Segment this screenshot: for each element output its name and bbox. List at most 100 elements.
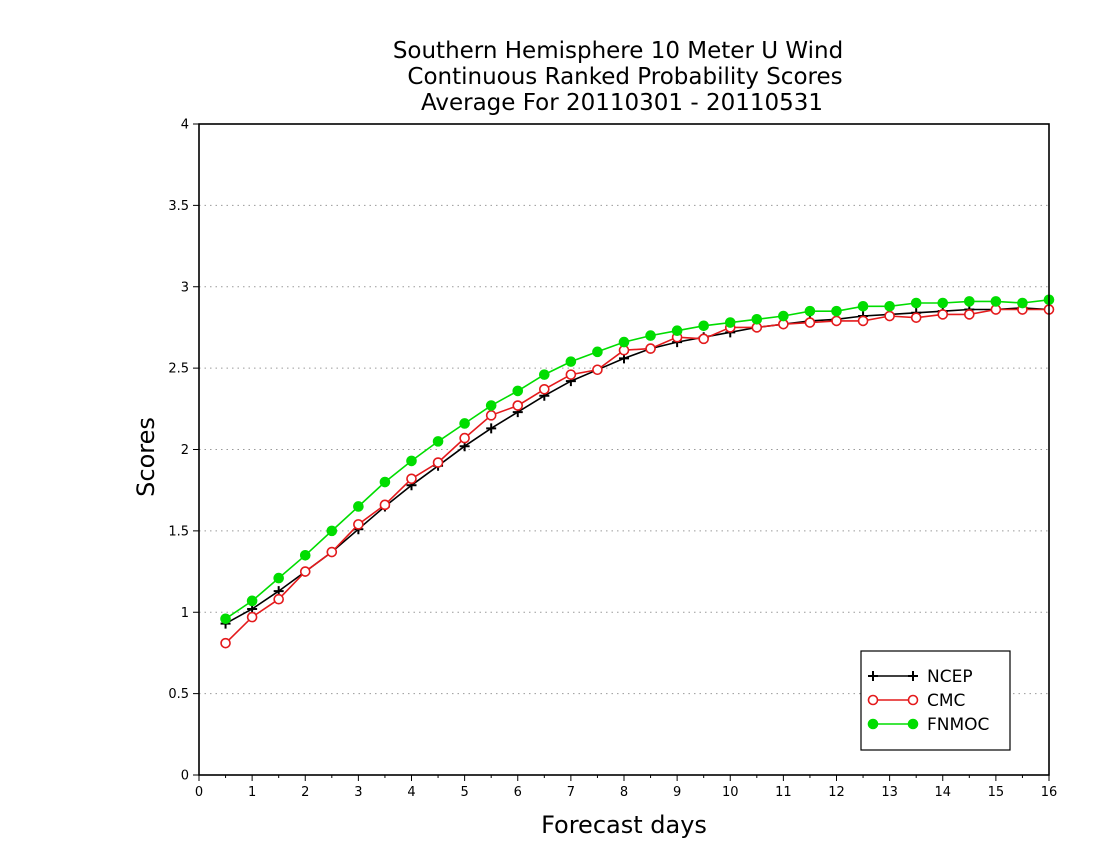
data-point-fnmoc	[406, 455, 417, 467]
data-point-cmc	[432, 457, 444, 468]
x-tick-label: 16	[1041, 785, 1058, 800]
data-point-cmc	[592, 364, 603, 376]
y-tick-label: 4	[181, 118, 189, 133]
chart-title-line-2: Continuous Ranked Probability Scores	[407, 64, 842, 90]
data-point-fnmoc	[299, 549, 311, 561]
chart-title: Southern Hemisphere 10 Meter U Wind Cont…	[393, 38, 843, 116]
y-tick-label: 0.5	[168, 687, 189, 702]
legend-item-fnmoc: FNMOC	[867, 715, 989, 735]
y-tick-label: 3.5	[168, 199, 189, 214]
data-point-fnmoc	[804, 305, 816, 317]
data-point-fnmoc	[671, 325, 683, 336]
data-point-fnmoc	[1017, 297, 1028, 309]
data-point-cmc	[273, 593, 284, 605]
data-point-cmc	[246, 611, 258, 623]
grid	[199, 204, 1049, 695]
legend-label-ncep: NCEP	[927, 667, 973, 687]
data-point-fnmoc	[884, 300, 895, 312]
chart-title-line-1: Southern Hemisphere 10 Meter U Wind	[393, 38, 843, 64]
data-point-cmc	[857, 315, 869, 327]
data-point-cmc	[459, 432, 470, 444]
x-tick-label: 4	[407, 785, 415, 800]
y-tick-label: 3	[181, 280, 189, 295]
data-point-fnmoc	[990, 296, 1002, 307]
legend-item-cmc: CMC	[867, 691, 965, 711]
legend-label-fnmoc: FNMOC	[927, 715, 989, 735]
legend-marker-ncep	[868, 671, 878, 681]
y-tick-label: 1	[181, 606, 189, 621]
data-point-ncep	[486, 423, 497, 434]
data-point-fnmoc	[353, 501, 364, 512]
data-point-fnmoc	[964, 296, 975, 307]
x-tick-label: 13	[881, 785, 898, 800]
series-line-cmc	[225, 308, 1049, 644]
x-tick-label: 0	[195, 785, 203, 800]
chart-title-line-3: Average For 20110301 - 20110531	[421, 90, 823, 116]
data-point-fnmoc	[937, 297, 949, 309]
x-tick-label: 5	[460, 785, 468, 800]
y-axis-title: Scores	[132, 417, 160, 497]
x-tick-label: 6	[514, 785, 522, 800]
data-point-cmc	[406, 473, 417, 485]
data-point-cmc	[379, 499, 391, 511]
data-point-cmc	[645, 343, 656, 354]
data-point-fnmoc	[910, 297, 922, 309]
data-point-fnmoc	[565, 356, 577, 367]
legend-item-ncep: NCEP	[868, 667, 973, 687]
data-point-cmc	[910, 312, 922, 323]
x-tick-label: 9	[673, 785, 681, 800]
data-point-fnmoc	[831, 305, 842, 317]
x-tick-label: 8	[620, 785, 628, 800]
data-point-fnmoc	[246, 595, 258, 607]
data-point-cmc	[299, 566, 311, 577]
data-point-fnmoc	[459, 418, 470, 429]
x-axis-title: Forecast days	[541, 811, 707, 839]
data-point-fnmoc	[326, 525, 338, 537]
data-point-cmc	[804, 317, 816, 328]
axes: 00.511.522.533.540 1 2 3 4 5 6 7 8 9 10 11 12 13 14 15 1…	[168, 118, 1057, 801]
series-line-ncep	[225, 307, 1050, 625]
y-tick-label: 0	[181, 769, 189, 784]
x-tick-label: 12	[828, 785, 845, 800]
data-point-fnmoc	[857, 300, 869, 312]
data-point-cmc	[353, 519, 364, 530]
legend-marker-cmc	[867, 694, 879, 706]
legend: NCEP CMC FNMOC	[860, 650, 1011, 751]
data-point-fnmoc	[592, 346, 603, 358]
x-tick-label: 3	[354, 785, 362, 800]
data-point-cmc	[565, 369, 577, 380]
legend-marker-ncep	[908, 671, 918, 681]
legend-marker-fnmoc	[867, 718, 879, 730]
data-point-fnmoc	[724, 317, 736, 328]
data-point-fnmoc	[512, 385, 524, 397]
series-ncep	[220, 302, 1054, 629]
series-cmc	[220, 304, 1055, 649]
data-point-fnmoc	[539, 369, 550, 380]
data-point-cmc	[937, 309, 949, 320]
data-point-fnmoc	[220, 613, 231, 625]
data-point-cmc	[485, 410, 497, 421]
legend-marker-cmc	[907, 694, 919, 706]
y-tick-label: 1.5	[168, 524, 189, 539]
x-tick-label: 15	[988, 785, 1005, 800]
data-point-fnmoc	[618, 336, 630, 348]
data-point-fnmoc	[273, 572, 284, 584]
series-fnmoc	[220, 294, 1055, 625]
x-tick-label: 10	[722, 785, 739, 800]
y-tick-label: 2	[181, 443, 189, 458]
data-point-fnmoc	[485, 400, 497, 411]
data-point-cmc	[698, 333, 709, 345]
x-tick-label: 7	[567, 785, 575, 800]
data-point-fnmoc	[778, 310, 789, 322]
data-point-cmc	[326, 546, 338, 558]
data-point-cmc	[220, 637, 231, 649]
data-point-cmc	[512, 400, 524, 411]
data-point-fnmoc	[645, 330, 656, 341]
data-point-fnmoc	[698, 320, 709, 332]
legend-marker-fnmoc	[907, 718, 919, 730]
x-tick-label: 2	[301, 785, 309, 800]
series-layer	[220, 294, 1055, 649]
data-point-cmc	[539, 383, 550, 395]
data-point-fnmoc	[379, 476, 391, 488]
